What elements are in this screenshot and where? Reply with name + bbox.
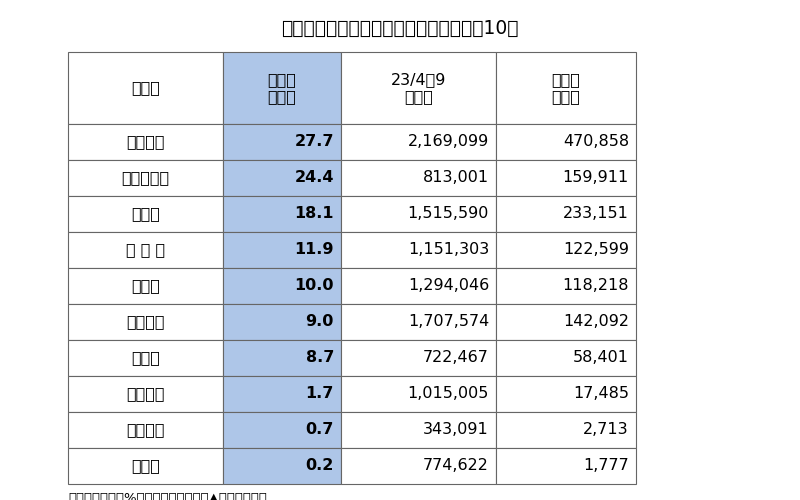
Text: 銀行名: 銀行名 bbox=[131, 80, 160, 96]
Bar bbox=[223, 268, 341, 304]
Text: 1,707,574: 1,707,574 bbox=[408, 314, 489, 330]
Bar bbox=[223, 52, 341, 124]
Bar bbox=[496, 340, 636, 376]
Text: 地域銀の定期性預金前期比増加率　上位10行: 地域銀の定期性預金前期比増加率 上位10行 bbox=[282, 18, 518, 38]
Bar bbox=[68, 340, 223, 376]
Bar bbox=[341, 196, 496, 232]
Bar bbox=[341, 52, 496, 124]
Text: 118,218: 118,218 bbox=[562, 278, 629, 293]
Text: 前期比
増加額: 前期比 増加額 bbox=[551, 72, 581, 104]
Bar bbox=[68, 376, 223, 412]
Text: 2,169,099: 2,169,099 bbox=[408, 134, 489, 150]
Bar bbox=[68, 124, 223, 160]
Bar bbox=[496, 232, 636, 268]
Bar bbox=[223, 340, 341, 376]
Text: 0.2: 0.2 bbox=[306, 458, 334, 473]
Bar bbox=[341, 232, 496, 268]
Text: 名 古 屋: 名 古 屋 bbox=[126, 242, 165, 258]
Bar bbox=[496, 52, 636, 124]
Text: 18.1: 18.1 bbox=[294, 206, 334, 222]
Bar bbox=[496, 448, 636, 484]
Text: 1,294,046: 1,294,046 bbox=[408, 278, 489, 293]
Bar bbox=[341, 340, 496, 376]
Text: 0.7: 0.7 bbox=[306, 422, 334, 438]
Text: 前期比
増加率: 前期比 増加率 bbox=[267, 72, 297, 104]
Text: 1,777: 1,777 bbox=[583, 458, 629, 473]
Bar bbox=[223, 196, 341, 232]
Text: 722,467: 722,467 bbox=[423, 350, 489, 366]
Bar bbox=[341, 124, 496, 160]
Text: 122,599: 122,599 bbox=[563, 242, 629, 258]
Bar bbox=[223, 232, 341, 268]
Text: 愛　知: 愛 知 bbox=[131, 206, 160, 222]
Bar bbox=[68, 412, 223, 448]
Bar bbox=[223, 412, 341, 448]
Bar bbox=[68, 232, 223, 268]
Text: 142,092: 142,092 bbox=[563, 314, 629, 330]
Text: 24.4: 24.4 bbox=[294, 170, 334, 186]
Text: 9.0: 9.0 bbox=[306, 314, 334, 330]
Text: 東京スター: 東京スター bbox=[122, 170, 170, 186]
Text: 58,401: 58,401 bbox=[573, 350, 629, 366]
Bar bbox=[68, 52, 223, 124]
Bar bbox=[341, 268, 496, 304]
Text: 27.7: 27.7 bbox=[294, 134, 334, 150]
Bar bbox=[223, 376, 341, 412]
Text: 徳島大正: 徳島大正 bbox=[126, 386, 165, 402]
Text: 中　京: 中 京 bbox=[131, 350, 160, 366]
Text: 香　川: 香 川 bbox=[131, 458, 160, 473]
Text: 山陰合同: 山陰合同 bbox=[126, 134, 165, 150]
Text: 17,485: 17,485 bbox=[573, 386, 629, 402]
Bar bbox=[496, 124, 636, 160]
Bar bbox=[496, 160, 636, 196]
Text: 2,713: 2,713 bbox=[583, 422, 629, 438]
Bar bbox=[496, 412, 636, 448]
Bar bbox=[68, 304, 223, 340]
Text: 343,091: 343,091 bbox=[423, 422, 489, 438]
Text: 11.9: 11.9 bbox=[294, 242, 334, 258]
Text: 単位：百万円、%、期中平残ベース、▲は減少、低下: 単位：百万円、%、期中平残ベース、▲は減少、低下 bbox=[68, 492, 267, 500]
Text: 1,015,005: 1,015,005 bbox=[408, 386, 489, 402]
Text: 233,151: 233,151 bbox=[563, 206, 629, 222]
Text: 1,515,590: 1,515,590 bbox=[408, 206, 489, 222]
Text: 159,911: 159,911 bbox=[562, 170, 629, 186]
Text: 774,622: 774,622 bbox=[423, 458, 489, 473]
Text: 1.7: 1.7 bbox=[306, 386, 334, 402]
Bar bbox=[68, 196, 223, 232]
Bar bbox=[223, 304, 341, 340]
Text: 23/4～9
期残高: 23/4～9 期残高 bbox=[391, 72, 446, 104]
Bar bbox=[223, 160, 341, 196]
Bar bbox=[496, 304, 636, 340]
Text: 1,151,303: 1,151,303 bbox=[408, 242, 489, 258]
Bar bbox=[496, 376, 636, 412]
Text: 470,858: 470,858 bbox=[563, 134, 629, 150]
Bar bbox=[68, 160, 223, 196]
Bar bbox=[341, 376, 496, 412]
Bar bbox=[68, 448, 223, 484]
Text: きらぼし: きらぼし bbox=[126, 314, 165, 330]
Bar bbox=[223, 124, 341, 160]
Text: 静岡中央: 静岡中央 bbox=[126, 422, 165, 438]
Bar bbox=[496, 268, 636, 304]
Text: 10.0: 10.0 bbox=[294, 278, 334, 293]
Bar bbox=[223, 448, 341, 484]
Text: 813,001: 813,001 bbox=[423, 170, 489, 186]
Bar bbox=[496, 196, 636, 232]
Bar bbox=[341, 304, 496, 340]
Bar bbox=[68, 268, 223, 304]
Bar bbox=[341, 412, 496, 448]
Text: 8.7: 8.7 bbox=[306, 350, 334, 366]
Bar bbox=[341, 448, 496, 484]
Bar bbox=[341, 160, 496, 196]
Text: 西　京: 西 京 bbox=[131, 278, 160, 293]
